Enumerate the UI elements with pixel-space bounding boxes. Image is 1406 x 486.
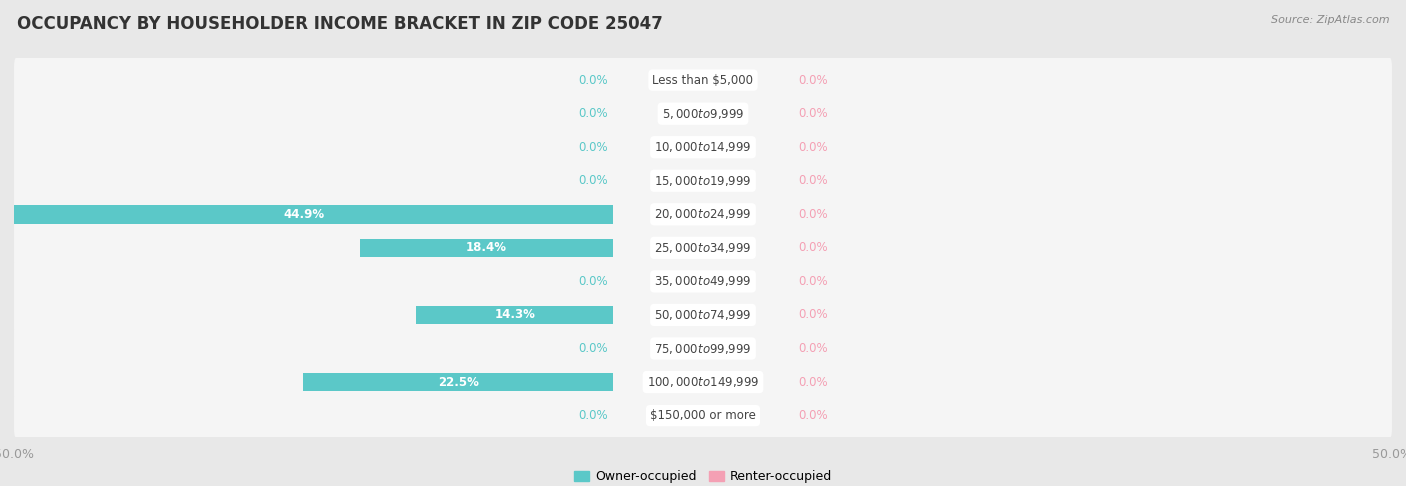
Text: 0.0%: 0.0%: [578, 275, 607, 288]
FancyBboxPatch shape: [14, 123, 1392, 171]
Text: $100,000 to $149,999: $100,000 to $149,999: [647, 375, 759, 389]
FancyBboxPatch shape: [14, 224, 1392, 272]
Text: $75,000 to $99,999: $75,000 to $99,999: [654, 342, 752, 355]
Text: 0.0%: 0.0%: [578, 409, 607, 422]
Text: $50,000 to $74,999: $50,000 to $74,999: [654, 308, 752, 322]
Text: 0.0%: 0.0%: [799, 309, 828, 321]
Text: $10,000 to $14,999: $10,000 to $14,999: [654, 140, 752, 154]
Text: 0.0%: 0.0%: [578, 141, 607, 154]
Text: 0.0%: 0.0%: [799, 141, 828, 154]
FancyBboxPatch shape: [14, 258, 1392, 305]
Text: $20,000 to $24,999: $20,000 to $24,999: [654, 208, 752, 221]
Text: 0.0%: 0.0%: [578, 342, 607, 355]
FancyBboxPatch shape: [14, 90, 1392, 138]
Text: Source: ZipAtlas.com: Source: ZipAtlas.com: [1271, 15, 1389, 25]
Bar: [416, 306, 613, 324]
Text: 0.0%: 0.0%: [578, 174, 607, 187]
Text: 0.0%: 0.0%: [799, 242, 828, 254]
Text: 44.9%: 44.9%: [284, 208, 325, 221]
Text: $5,000 to $9,999: $5,000 to $9,999: [662, 106, 744, 121]
Text: 0.0%: 0.0%: [799, 275, 828, 288]
Text: $25,000 to $34,999: $25,000 to $34,999: [654, 241, 752, 255]
FancyBboxPatch shape: [14, 291, 1392, 339]
Text: $150,000 or more: $150,000 or more: [650, 409, 756, 422]
Text: $35,000 to $49,999: $35,000 to $49,999: [654, 275, 752, 288]
Text: $15,000 to $19,999: $15,000 to $19,999: [654, 174, 752, 188]
Text: Less than $5,000: Less than $5,000: [652, 73, 754, 87]
Text: 22.5%: 22.5%: [439, 376, 479, 388]
Bar: [360, 239, 613, 257]
Text: 0.0%: 0.0%: [578, 107, 607, 120]
Text: 0.0%: 0.0%: [799, 376, 828, 388]
Text: 0.0%: 0.0%: [578, 73, 607, 87]
Text: 0.0%: 0.0%: [799, 73, 828, 87]
Legend: Owner-occupied, Renter-occupied: Owner-occupied, Renter-occupied: [568, 465, 838, 486]
FancyBboxPatch shape: [14, 358, 1392, 406]
FancyBboxPatch shape: [14, 191, 1392, 238]
Text: 0.0%: 0.0%: [799, 174, 828, 187]
FancyBboxPatch shape: [14, 56, 1392, 104]
Text: 0.0%: 0.0%: [799, 107, 828, 120]
Text: 14.3%: 14.3%: [495, 309, 536, 321]
FancyBboxPatch shape: [14, 392, 1392, 439]
Text: OCCUPANCY BY HOUSEHOLDER INCOME BRACKET IN ZIP CODE 25047: OCCUPANCY BY HOUSEHOLDER INCOME BRACKET …: [17, 15, 662, 33]
FancyBboxPatch shape: [14, 157, 1392, 205]
FancyBboxPatch shape: [14, 325, 1392, 372]
Bar: [304, 373, 613, 391]
Text: 18.4%: 18.4%: [467, 242, 508, 254]
Text: 0.0%: 0.0%: [799, 342, 828, 355]
Bar: [0, 205, 613, 224]
Text: 0.0%: 0.0%: [799, 409, 828, 422]
Text: 0.0%: 0.0%: [799, 208, 828, 221]
